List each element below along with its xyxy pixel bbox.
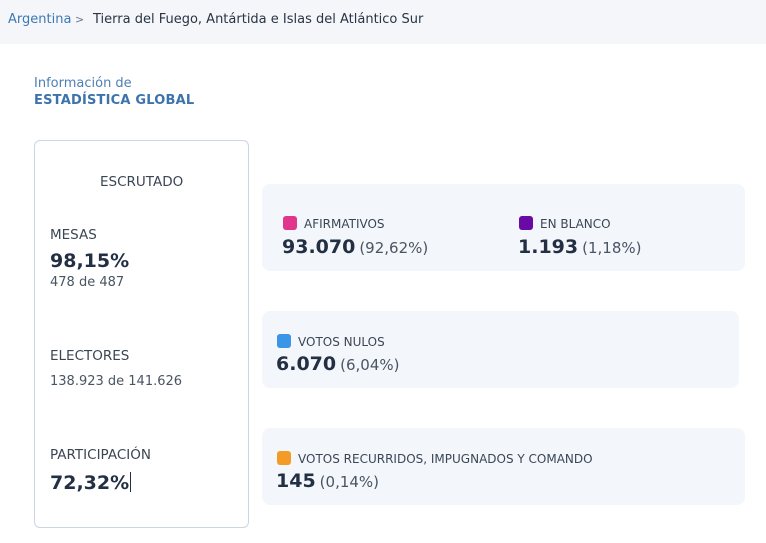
results-panel-main: AFIRMATIVOS 93.070 (92,62%) EN BLANCO 1.1… bbox=[262, 184, 745, 271]
breadcrumb-bar: Argentina > Tierra del Fuego, Antártida … bbox=[0, 0, 766, 44]
afirmativos-value: 93.070 bbox=[282, 236, 356, 258]
recurridos-label: VOTOS RECURRIDOS, IMPUGNADOS Y COMANDO bbox=[298, 452, 593, 466]
participacion-percentage: 72,32% bbox=[50, 472, 130, 494]
nulos-value: 6.070 bbox=[276, 353, 337, 375]
afirmativos-color-swatch bbox=[283, 216, 297, 230]
recurridos-result: 145 (0,14%) bbox=[276, 470, 379, 492]
nulos-percentage: (6,04%) bbox=[340, 356, 400, 374]
results-panel-recurridos: VOTOS RECURRIDOS, IMPUGNADOS Y COMANDO 1… bbox=[262, 428, 745, 505]
participacion-label: PARTICIPACIÓN bbox=[50, 447, 151, 463]
afirmativos-result: 93.070 (92,62%) bbox=[282, 236, 428, 258]
mesas-detail: 478 de 487 bbox=[50, 275, 125, 290]
nulos-label: VOTOS NULOS bbox=[298, 335, 385, 349]
en-blanco-color-swatch bbox=[519, 216, 533, 230]
mesas-percentage: 98,15% bbox=[50, 250, 130, 272]
scrutiny-card: ESCRUTADO MESAS 98,15% 478 de 487 ELECTO… bbox=[34, 140, 249, 528]
nulos-color-swatch bbox=[277, 334, 291, 348]
electores-label: ELECTORES bbox=[50, 348, 130, 364]
breadcrumb-home-link[interactable]: Argentina bbox=[8, 12, 72, 27]
results-panel-nulos: VOTOS NULOS 6.070 (6,04%) bbox=[262, 311, 739, 388]
recurridos-color-swatch bbox=[277, 451, 291, 465]
text-cursor bbox=[130, 472, 132, 492]
nulos-result: 6.070 (6,04%) bbox=[276, 353, 399, 375]
mesas-label: MESAS bbox=[50, 227, 97, 243]
en-blanco-percentage: (1,18%) bbox=[582, 239, 642, 257]
afirmativos-legend: AFIRMATIVOS bbox=[283, 213, 385, 232]
participacion-value: 72,32% bbox=[50, 472, 132, 494]
afirmativos-label: AFIRMATIVOS bbox=[304, 217, 385, 231]
nulos-legend: VOTOS NULOS bbox=[277, 331, 385, 350]
afirmativos-percentage: (92,62%) bbox=[359, 239, 429, 257]
recurridos-value: 145 bbox=[276, 470, 316, 492]
en-blanco-legend: EN BLANCO bbox=[519, 213, 611, 232]
recurridos-percentage: (0,14%) bbox=[319, 473, 380, 491]
en-blanco-result: 1.193 (1,18%) bbox=[518, 236, 641, 258]
en-blanco-label: EN BLANCO bbox=[540, 217, 611, 231]
recurridos-legend: VOTOS RECURRIDOS, IMPUGNADOS Y COMANDO bbox=[277, 448, 593, 467]
info-pretitle: Información de bbox=[34, 76, 132, 91]
breadcrumb-current: Tierra del Fuego, Antártida e Islas del … bbox=[93, 12, 424, 27]
en-blanco-value: 1.193 bbox=[518, 236, 579, 258]
page-title: ESTADÍSTICA GLOBAL bbox=[34, 93, 195, 108]
electores-detail: 138.923 de 141.626 bbox=[50, 374, 183, 389]
scrutiny-heading: ESCRUTADO bbox=[100, 174, 184, 190]
breadcrumb-separator: > bbox=[75, 13, 85, 26]
